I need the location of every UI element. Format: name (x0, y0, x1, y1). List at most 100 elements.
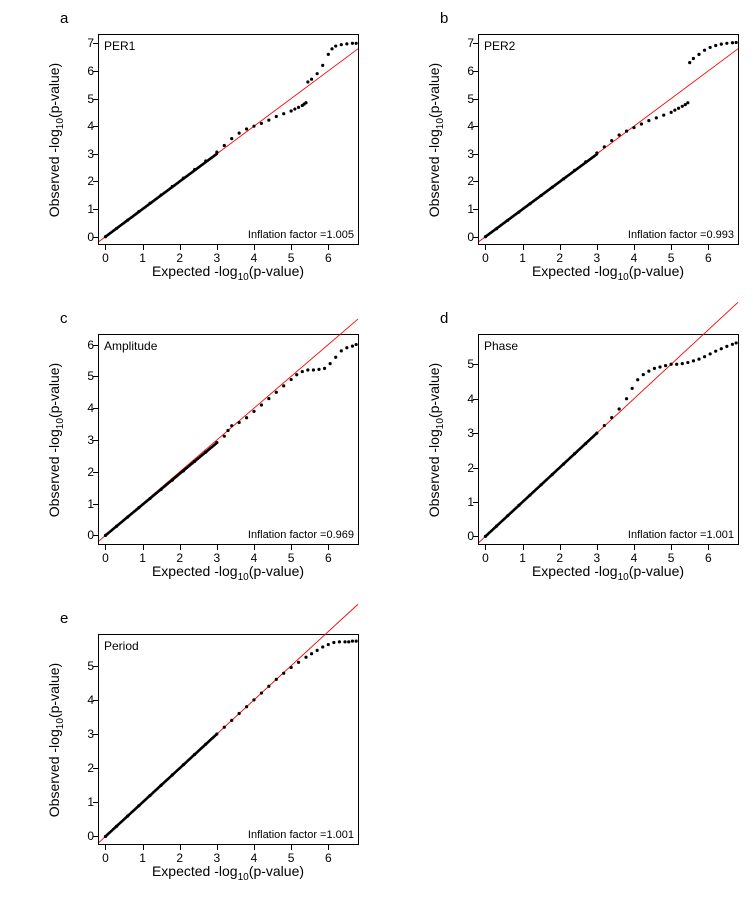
x-tick-label: 2 (556, 551, 563, 565)
panel-d: d Phase Inflation factor =1.001 Expected… (420, 310, 753, 600)
y-axis (98, 35, 99, 245)
plot-area: Period Inflation factor =1.001 Expected … (98, 634, 359, 845)
y-tick-label: 1 (460, 495, 474, 509)
x-tick-label: 4 (251, 851, 258, 865)
inflation-factor: Inflation factor =1.001 (628, 529, 734, 541)
x-tick-label: 6 (325, 251, 332, 265)
x-tick-label: 3 (594, 551, 601, 565)
x-axis (98, 544, 358, 545)
y-tick-label: 5 (80, 369, 94, 383)
x-axis-label: Expected -log10(p-value) (152, 263, 304, 283)
y-axis (98, 335, 99, 545)
x-axis (478, 544, 738, 545)
y-axis-label: Observed -log10(p-value) (426, 63, 446, 217)
plot-svg-b (478, 35, 738, 245)
y-tick-label: 6 (80, 338, 94, 352)
y-tick-label: 2 (460, 461, 474, 475)
x-tick-label: 0 (102, 251, 109, 265)
y-tick-label: 6 (80, 64, 94, 78)
y-tick-label: 5 (460, 92, 474, 106)
inflation-factor: Inflation factor =1.005 (248, 229, 354, 241)
y-tick-label: 0 (460, 529, 474, 543)
y-axis-label: Observed -log10(p-value) (46, 63, 66, 217)
y-axis (478, 335, 479, 545)
x-tick-label: 6 (705, 251, 712, 265)
panel-a: a PER1 Inflation factor =1.005 Expected … (40, 10, 380, 300)
plot-area: PER2 Inflation factor =0.993 Expected -l… (478, 34, 739, 245)
y-tick-label: 3 (80, 147, 94, 161)
y-tick-label: 2 (460, 174, 474, 188)
qq-plot-figure: a PER1 Inflation factor =1.005 Expected … (0, 0, 753, 917)
x-tick-label: 4 (251, 251, 258, 265)
plot-svg-e (98, 635, 358, 845)
panel-b: b PER2 Inflation factor =0.993 Expected … (420, 10, 753, 300)
y-tick-label: 3 (80, 433, 94, 447)
y-tick-label: 3 (460, 147, 474, 161)
panel-c: c Amplitude Inflation factor =0.969 Expe… (40, 310, 380, 600)
y-tick-label: 1 (460, 202, 474, 216)
x-tick-label: 0 (482, 551, 489, 565)
y-axis (98, 635, 99, 845)
series-label: Period (104, 639, 139, 653)
y-tick-label: 2 (80, 465, 94, 479)
x-tick-label: 2 (176, 851, 183, 865)
x-axis-label: Expected -log10(p-value) (532, 263, 684, 283)
x-tick-label: 6 (325, 851, 332, 865)
panel-letter: d (440, 310, 448, 327)
plot-svg-d (478, 335, 738, 545)
x-tick-label: 6 (705, 551, 712, 565)
y-tick-label: 4 (460, 392, 474, 406)
y-axis-label: Observed -log10(p-value) (426, 363, 446, 517)
x-axis (478, 244, 738, 245)
y-tick-label: 4 (80, 119, 94, 133)
y-tick-label: 5 (80, 659, 94, 673)
y-tick-label: 5 (460, 357, 474, 371)
y-tick-label: 1 (80, 795, 94, 809)
x-tick-label: 2 (556, 251, 563, 265)
x-tick-label: 5 (668, 251, 675, 265)
y-tick-label: 2 (80, 761, 94, 775)
x-tick-label: 3 (594, 251, 601, 265)
y-axis-label: Observed -log10(p-value) (46, 363, 66, 517)
plot-svg-c (98, 335, 358, 545)
x-axis (98, 244, 358, 245)
x-axis (98, 844, 358, 845)
x-tick-label: 3 (214, 851, 221, 865)
y-tick-label: 1 (80, 497, 94, 511)
panel-e: e Period Inflation factor =1.001 Expecte… (40, 610, 380, 900)
panel-letter: b (440, 10, 448, 27)
y-tick-label: 2 (80, 174, 94, 188)
x-tick-label: 1 (139, 251, 146, 265)
plot-area: Amplitude Inflation factor =0.969 Expect… (98, 334, 359, 545)
x-tick-label: 3 (214, 251, 221, 265)
x-tick-label: 0 (102, 851, 109, 865)
y-tick-label: 3 (80, 727, 94, 741)
y-tick-label: 0 (80, 528, 94, 542)
series-label: PER2 (484, 39, 515, 53)
x-tick-label: 1 (519, 551, 526, 565)
y-tick-label: 6 (460, 64, 474, 78)
plot-area: PER1 Inflation factor =1.005 Expected -l… (98, 34, 359, 245)
y-axis-label: Observed -log10(p-value) (46, 663, 66, 817)
y-tick-label: 4 (80, 401, 94, 415)
x-tick-label: 0 (482, 251, 489, 265)
y-tick-label: 5 (80, 92, 94, 106)
panel-letter: c (60, 310, 68, 327)
x-tick-label: 0 (102, 551, 109, 565)
plot-area: Phase Inflation factor =1.001 Expected -… (478, 334, 739, 545)
y-tick-label: 3 (460, 426, 474, 440)
y-tick-label: 4 (80, 693, 94, 707)
x-tick-label: 1 (519, 251, 526, 265)
x-tick-label: 2 (176, 551, 183, 565)
x-tick-label: 2 (176, 251, 183, 265)
plot-svg-a (98, 35, 358, 245)
series-label: Amplitude (104, 339, 157, 353)
x-axis-label: Expected -log10(p-value) (532, 563, 684, 583)
x-tick-label: 4 (251, 551, 258, 565)
x-tick-label: 5 (288, 551, 295, 565)
series-label: Phase (484, 339, 518, 353)
y-tick-label: 1 (80, 202, 94, 216)
inflation-factor: Inflation factor =1.001 (248, 829, 354, 841)
x-axis-label: Expected -log10(p-value) (152, 863, 304, 883)
x-tick-label: 1 (139, 851, 146, 865)
